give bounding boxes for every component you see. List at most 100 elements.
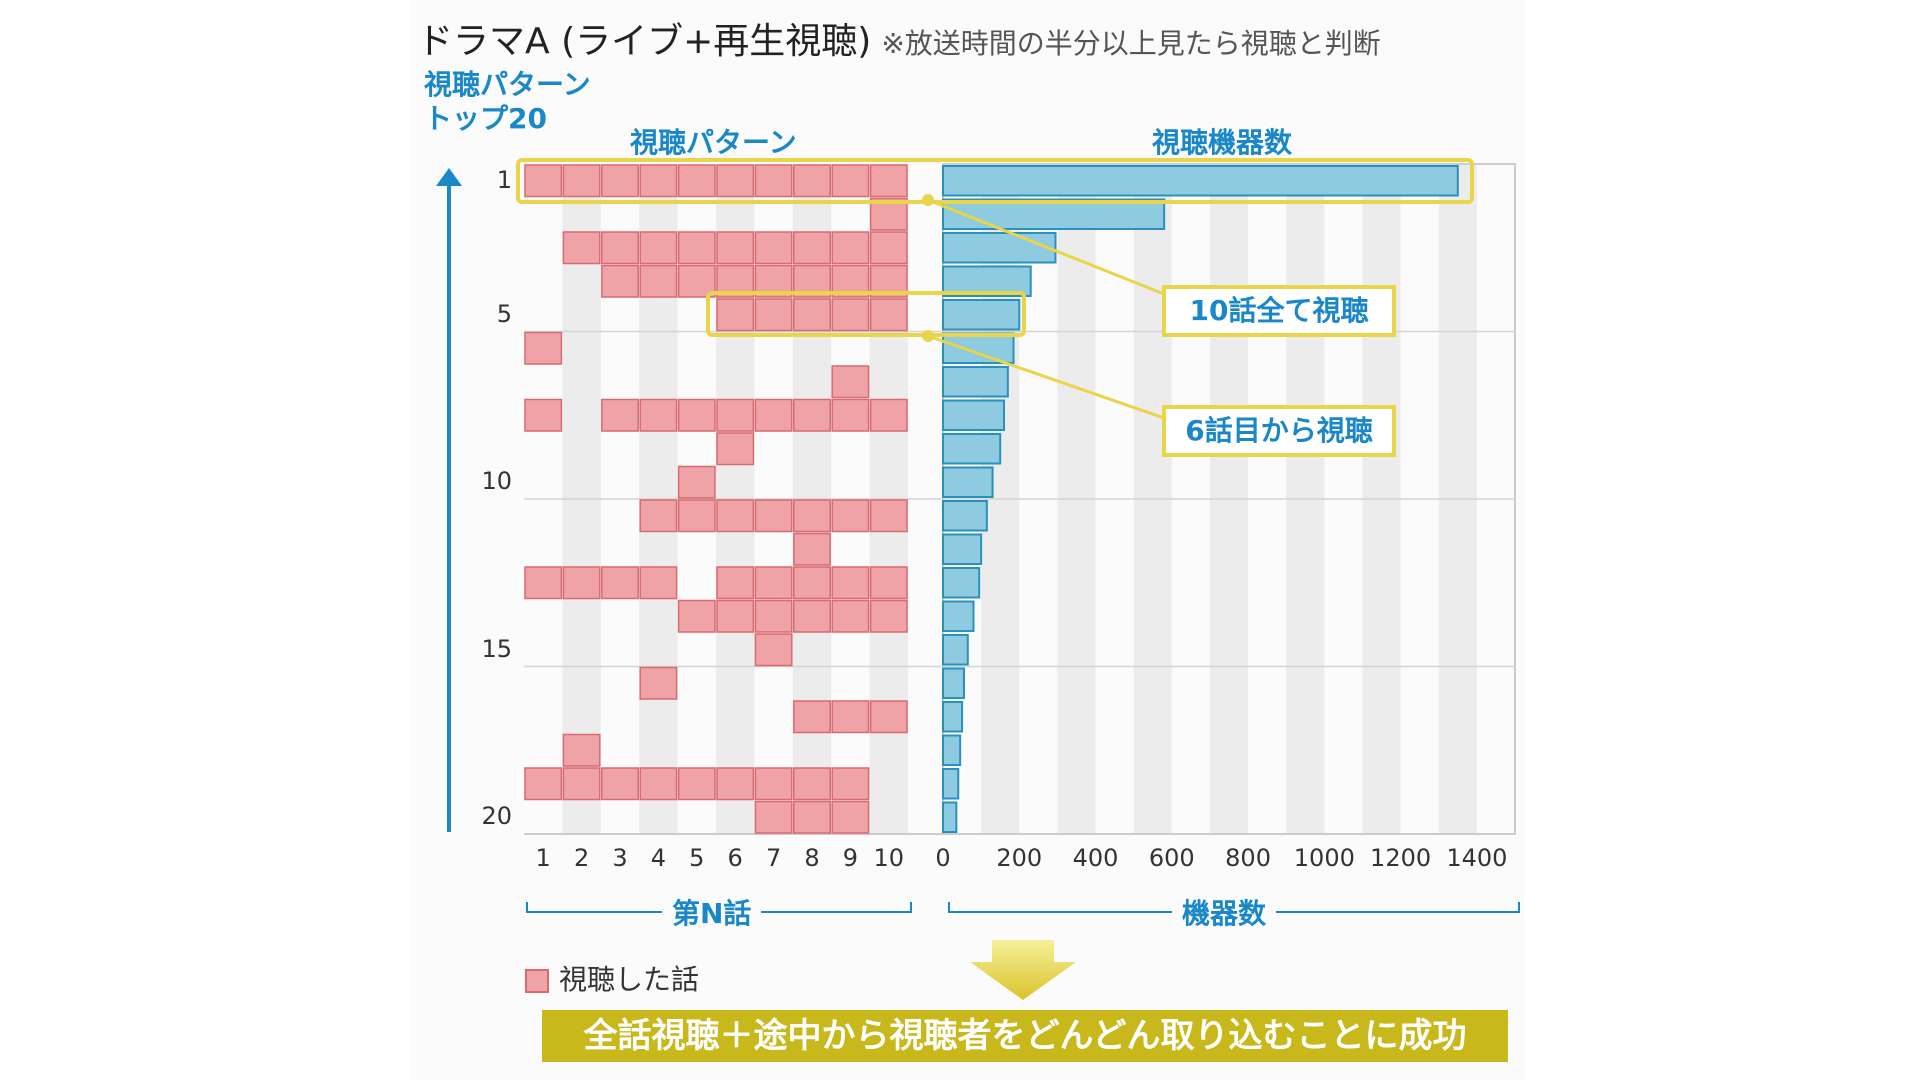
device-bar	[942, 667, 965, 699]
episode-tick-label: 5	[689, 844, 705, 872]
episode-cell	[869, 398, 908, 432]
device-bar	[942, 701, 964, 733]
episode-cell	[677, 465, 716, 499]
episode-cell	[562, 733, 601, 767]
episode-tick-label: 3	[612, 844, 628, 872]
device-tick-label: 1200	[1370, 844, 1432, 872]
episode-tick-label: 8	[804, 844, 820, 872]
episode-cell	[793, 231, 831, 265]
device-tick-label: 0	[935, 844, 951, 872]
episode-cell	[831, 566, 870, 600]
device-bar	[942, 634, 969, 666]
episode-cell	[793, 700, 831, 734]
legend: 視聴した話	[525, 958, 699, 998]
device-bar	[942, 366, 1009, 398]
episode-cell	[754, 767, 793, 801]
device-bar	[942, 768, 960, 800]
device-bar	[942, 299, 1021, 331]
episode-cell	[677, 398, 716, 432]
episode-cell	[639, 767, 678, 801]
episode-cell	[831, 298, 870, 332]
device-bar	[942, 198, 1166, 230]
episode-cell	[677, 767, 716, 801]
episode-cell	[869, 700, 908, 734]
episode-cell	[677, 231, 716, 265]
episode-cell	[601, 398, 639, 432]
episode-cell	[716, 432, 755, 466]
y-axis-title-line1: 視聴パターン	[424, 68, 591, 101]
episode-cell	[639, 666, 678, 700]
callout-from-episode-6: 6話目から視聴	[1162, 405, 1396, 457]
episode-cell	[831, 800, 870, 834]
title-note: ※放送時間の半分以上見たら視聴と判断	[881, 27, 1381, 60]
episode-cell	[639, 264, 678, 298]
device-axis-label: 機器数	[1172, 892, 1277, 932]
episode-cell	[831, 164, 870, 198]
episode-cell	[869, 164, 908, 198]
episode-cell	[716, 164, 755, 198]
device-bar	[942, 533, 983, 565]
episode-cell	[831, 231, 870, 265]
device-tick-label: 200	[996, 844, 1043, 872]
episode-cell	[677, 499, 716, 533]
episode-cell	[869, 298, 908, 332]
y-axis-title-line2: トップ20	[424, 102, 547, 135]
episode-cell	[639, 231, 678, 265]
episode-cell	[793, 566, 831, 600]
episode-cell	[754, 633, 793, 667]
episode-cell	[562, 767, 601, 801]
episode-cell	[754, 566, 793, 600]
episode-cell	[639, 566, 678, 600]
episode-cell	[793, 767, 831, 801]
device-tick-label: 800	[1225, 844, 1271, 872]
episode-cell	[716, 398, 755, 432]
device-bar	[942, 600, 975, 632]
episode-cell	[793, 298, 831, 332]
connector-dot	[922, 330, 934, 342]
legend-label: 視聴した話	[559, 963, 700, 996]
episode-cell	[601, 767, 639, 801]
device-bar	[942, 433, 1002, 465]
episode-cell	[716, 566, 755, 600]
device-bar	[942, 801, 958, 833]
device-bar	[942, 500, 988, 532]
connector-dot	[922, 194, 934, 206]
episode-cell	[793, 164, 831, 198]
rank-tick-label: 1	[496, 165, 512, 194]
episode-cell	[677, 164, 716, 198]
legend-swatch	[525, 969, 549, 993]
device-bar	[942, 165, 1459, 197]
episode-cell	[639, 499, 678, 533]
device-tick-label: 1400	[1446, 844, 1508, 872]
episode-cell	[831, 767, 870, 801]
episode-cell	[869, 566, 908, 600]
episode-cell	[754, 599, 793, 633]
up-arrow-icon	[436, 168, 462, 186]
chart-title: ドラマA (ライブ+再生視聴) ※放送時間の半分以上見たら視聴と判断	[417, 21, 1381, 62]
episode-tick-label: 2	[573, 844, 590, 872]
episode-cell	[524, 398, 563, 432]
device-tick-label: 600	[1148, 844, 1195, 872]
device-bar	[942, 232, 1057, 264]
rank-tick-label: 15	[481, 634, 512, 663]
episode-cell	[601, 164, 639, 198]
episode-cell	[524, 566, 563, 600]
episode-cell	[639, 164, 678, 198]
episode-tick-label: 7	[765, 844, 782, 872]
episode-cell	[754, 298, 793, 332]
rank-tick-label: 10	[481, 467, 512, 496]
episode-cell	[754, 398, 793, 432]
episode-cell	[754, 164, 793, 198]
rank-tick-label: 20	[481, 802, 512, 831]
right-panel-title: 視聴機器数	[1152, 126, 1293, 159]
episode-tick-label: 10	[873, 844, 905, 872]
episode-cell	[716, 231, 755, 265]
rank-tick-label: 5	[496, 299, 512, 328]
device-bar	[942, 466, 994, 498]
episode-axis-label: 第N話	[662, 892, 762, 932]
conclusion-banner: 全話視聴＋途中から視聴者をどんどん取り込むことに成功	[542, 1010, 1508, 1062]
episode-cell	[524, 164, 563, 198]
episode-tick-label: 9	[842, 844, 859, 872]
connector-line-all	[927, 198, 1165, 296]
